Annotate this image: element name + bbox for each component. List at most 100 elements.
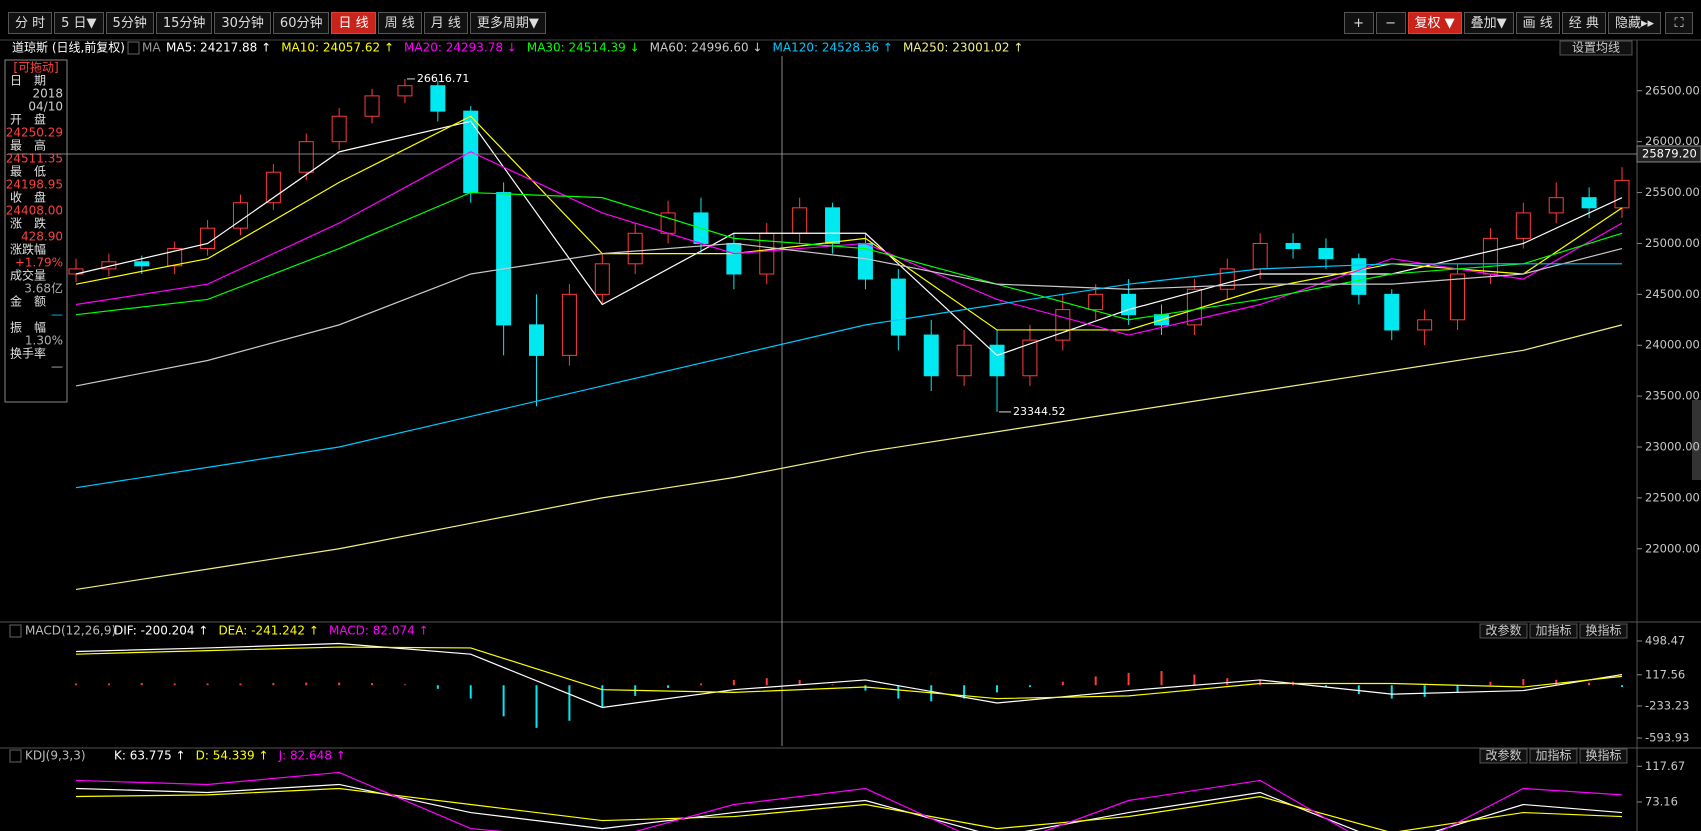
toolbar-button[interactable]: 画 线: [1515, 12, 1560, 34]
button-frame: [1529, 748, 1578, 764]
info-panel-frame: [4, 59, 68, 403]
candle-body: [1252, 242, 1268, 270]
info-value: —: [51, 308, 63, 322]
candle-body: [529, 324, 545, 356]
fullscreen-button[interactable]: ⛶: [1665, 12, 1693, 34]
chart-title: 道琼斯 (日线,前复权): [12, 40, 125, 55]
candle-body: [1384, 293, 1400, 331]
candle-body: [463, 110, 479, 194]
legend-entry: MA5: 24217.88 ↑: [166, 41, 271, 55]
info-label: 日 期: [10, 74, 46, 88]
y-tick-label: 22000.00: [1645, 541, 1700, 555]
info-value: 04/10: [28, 100, 63, 114]
candle-body: [627, 232, 643, 265]
button-frame: [1479, 748, 1528, 764]
candle-body: [430, 85, 446, 112]
candle-body: [594, 263, 610, 295]
help-icon: [9, 749, 22, 763]
toolbar-button[interactable]: 日 线: [331, 12, 376, 34]
toolbar-button[interactable]: 隐藏▸▸: [1607, 12, 1661, 34]
toolbar-button[interactable]: 月 线: [423, 12, 468, 34]
candle-body: [726, 242, 742, 275]
toolbar-button[interactable]: 复权 ▼: [1407, 12, 1462, 34]
candle-body: [298, 141, 314, 173]
toolbar-button[interactable]: 30分钟: [214, 12, 271, 34]
scrollbar: [1692, 400, 1701, 480]
y-tick-label: 22500.00: [1645, 490, 1700, 504]
legend-entry: J: 82.648 ↑: [278, 749, 346, 763]
info-label: 最 低: [10, 165, 46, 179]
candle-body: [660, 212, 676, 234]
legend-entry: MA30: 24514.39 ↓: [527, 41, 640, 55]
candle-body: [923, 334, 939, 377]
candle-body: [825, 207, 841, 244]
ma-settings-button: 设置均线: [1572, 41, 1620, 55]
candle-body: [265, 171, 281, 204]
toolbar-button[interactable]: −: [1375, 12, 1406, 34]
panel: 498.47117.56-233.23-593.93MACD(12,26,9)D…: [25, 623, 1689, 745]
toolbar-button[interactable]: 更多周期▼: [469, 12, 546, 34]
toolbar-button[interactable]: 5分钟: [105, 12, 154, 34]
candle-body: [1285, 242, 1301, 250]
y-tick-label: 498.47: [1645, 633, 1685, 647]
candle-body: [134, 261, 150, 267]
button-frame: [1559, 40, 1633, 56]
high-annotation: 26616.71: [417, 72, 470, 85]
legend-entry: DEA: -241.242 ↑: [218, 624, 319, 638]
toolbar-button[interactable]: 5 日▼: [54, 12, 104, 34]
candle-body: [397, 85, 413, 97]
info-label: 成交量: [10, 268, 46, 283]
indicator-line: [75, 120, 1623, 357]
info-label: 换手率: [10, 346, 46, 361]
candle-body: [167, 248, 183, 267]
y-tick-label: 23500.00: [1645, 389, 1700, 403]
candle-body: [561, 293, 577, 356]
y-tick-label: -593.93: [1645, 731, 1689, 745]
info-label: 收 盘: [10, 190, 46, 205]
indicator-title: MACD(12,26,9): [25, 624, 116, 638]
info-title: [可拖动]: [13, 61, 58, 75]
crosshair-label: 25879.20: [1642, 146, 1697, 160]
candle-body: [693, 212, 709, 244]
toolbar-button[interactable]: 分 时: [8, 12, 53, 34]
candle-body: [68, 268, 84, 275]
low-annotation: 23344.52: [1013, 405, 1065, 418]
candle-body: [1351, 258, 1367, 295]
candle-body: [1581, 197, 1597, 209]
toolbar-button[interactable]: 15分钟: [155, 12, 213, 34]
toolbar-button[interactable]: 周 线: [377, 12, 422, 34]
legend-entry: D: 54.339 ↑: [196, 749, 269, 763]
candle-body: [1614, 179, 1630, 209]
toolbar-button[interactable]: 60分钟: [272, 12, 330, 34]
toolbar-button[interactable]: 叠加▼: [1463, 12, 1514, 34]
indicator-line: [75, 242, 1623, 387]
y-tick-label: 24000.00: [1645, 338, 1700, 352]
crosshair-label-box: [1636, 145, 1701, 163]
indicator-button: 换指标: [1585, 623, 1621, 638]
candle-body: [989, 344, 1005, 377]
y-tick-label: 26000.00: [1645, 134, 1700, 148]
legend-entry: DIF: -200.204 ↑: [114, 624, 208, 638]
y-tick-label: 117.56: [1645, 667, 1685, 681]
indicator-line: [75, 646, 1623, 700]
legend-entry: MA120: 24528.36 ↑: [773, 41, 893, 55]
toolbar-button[interactable]: +: [1343, 12, 1374, 34]
candle-body: [1219, 268, 1235, 290]
indicator-button: 加指标: [1535, 748, 1571, 763]
help-icon: [9, 624, 22, 638]
legend-entry: MA20: 24293.78 ↓: [404, 41, 517, 55]
indicator-line: [75, 263, 1622, 489]
candle-body: [1055, 309, 1071, 341]
candle-body: [792, 207, 808, 234]
indicator-line: [75, 783, 1623, 831]
candle-body: [857, 242, 873, 280]
indicator-line: [75, 771, 1623, 831]
candle-body: [1515, 212, 1531, 239]
button-frame: [1579, 748, 1628, 764]
candle-body: [1548, 197, 1564, 214]
toolbar-button[interactable]: 经 典: [1561, 12, 1606, 34]
plot-area: [68, 78, 1630, 591]
